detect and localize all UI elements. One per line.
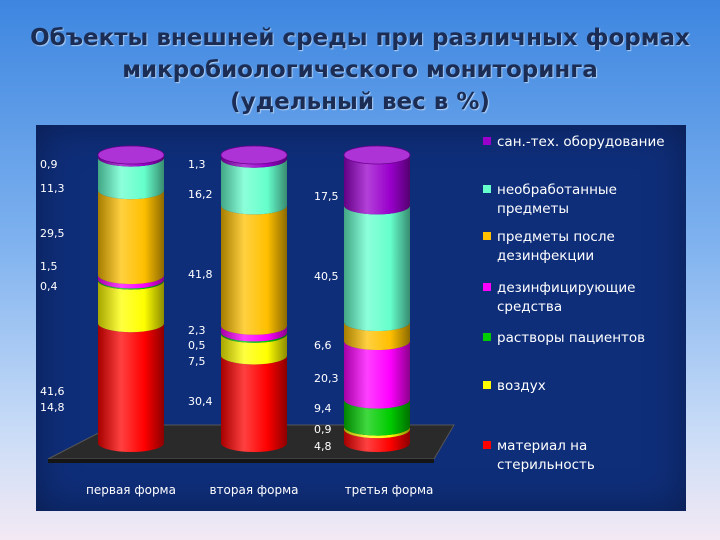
legend-label: необработанные (497, 182, 617, 198)
data-label: 16,2 (188, 188, 213, 201)
bar-segment (221, 155, 287, 168)
legend-swatch (483, 137, 491, 145)
legend-label: воздух (497, 378, 546, 394)
legend-item: необработанные предметы (483, 182, 617, 217)
legend-label: сан.-тех. оборудование (497, 134, 665, 150)
data-label: 2,3 (188, 324, 206, 337)
legend-item: растворы пациентов (483, 330, 645, 346)
legend-swatch (483, 333, 491, 341)
legend-item: сан.-тех. оборудование (483, 134, 665, 150)
legend-label: средства (497, 299, 562, 315)
data-label: 11,3 (40, 182, 65, 195)
data-label: 0,5 (188, 339, 206, 352)
data-label: 7,5 (188, 355, 206, 368)
legend-swatch (483, 381, 491, 389)
bar-segment (344, 205, 410, 332)
title-line-2: микробиологического мониторинга (122, 57, 598, 83)
legend-swatch (483, 283, 491, 291)
bar-segment (221, 325, 287, 342)
title-line-3: (удельный вес в %) (230, 89, 490, 115)
stacked-cylinder-chart: первая форма вторая форма третья форма 41,6… (40, 134, 665, 497)
data-label: 0,4 (40, 280, 58, 293)
bar-top-cap (97, 145, 165, 165)
data-label: 4,8 (314, 440, 332, 453)
legend-label: стерильность (497, 457, 595, 473)
bar-1: вторая форма (209, 145, 299, 497)
legend-label: растворы пациентов (497, 330, 645, 346)
bar-segment (98, 157, 164, 200)
data-label: 9,4 (314, 402, 332, 415)
data-label: 6,6 (314, 339, 332, 352)
bar-segment (221, 332, 287, 343)
bar-segment (221, 205, 287, 335)
bar-top-cap (220, 145, 288, 165)
data-label: 14,8 (40, 401, 65, 414)
bar-segment (344, 155, 410, 215)
legend-item: материал на стерильность (483, 438, 595, 473)
bar-segment (98, 155, 164, 167)
legend-label: предметы (497, 201, 569, 217)
legend-label: дезинфицирующие (497, 280, 635, 296)
data-label: 20,3 (314, 372, 339, 385)
data-label: 29,5 (40, 227, 65, 240)
bar-segment (98, 190, 164, 285)
data-label: 30,4 (188, 395, 213, 408)
data-label: 0,9 (40, 158, 58, 171)
bar-segment (344, 399, 410, 436)
bar-top-cap (343, 145, 411, 165)
bar-segment (344, 322, 410, 351)
legend-swatch (483, 185, 491, 193)
legend-swatch (483, 441, 491, 449)
data-label: 1,5 (40, 260, 58, 273)
bar-segment (98, 280, 164, 333)
bar-segment (98, 275, 164, 289)
category-label: первая форма (86, 483, 176, 497)
category-label: вторая форма (209, 483, 298, 497)
title-line-1: Объекты внешней среды при различных форм… (30, 25, 690, 51)
data-label: 0,9 (314, 423, 332, 436)
bar-segment (221, 333, 287, 365)
bar-segment (221, 158, 287, 215)
legend-swatch (483, 232, 491, 240)
chart-floor-edge (48, 459, 434, 463)
legend-item: воздух (483, 378, 546, 394)
bar-segment (98, 323, 164, 452)
data-label: 1,3 (188, 158, 206, 171)
data-label: 41,6 (40, 385, 65, 398)
bar-segment (344, 426, 410, 439)
legend-item: предметы после дезинфекции (483, 229, 615, 264)
legend-label: предметы после (497, 229, 615, 245)
legend-item: дезинфицирующие средства (483, 280, 635, 315)
legend-label: дезинфекции (497, 248, 594, 264)
data-label: 40,5 (314, 270, 339, 283)
chart-title: Объекты внешней среды при различных форм… (0, 22, 720, 118)
data-label: 41,8 (188, 268, 213, 281)
bar-segment (344, 341, 410, 409)
bar-2: третья форма (343, 145, 434, 497)
legend-label: материал на (497, 438, 587, 454)
category-label: третья форма (345, 483, 434, 497)
bar-segment (221, 355, 287, 452)
data-label: 17,5 (314, 190, 339, 203)
chart-panel: первая форма вторая форма третья форма 41,6… (36, 125, 686, 511)
bar-segment (344, 429, 410, 452)
bar-0: первая форма (86, 145, 176, 497)
